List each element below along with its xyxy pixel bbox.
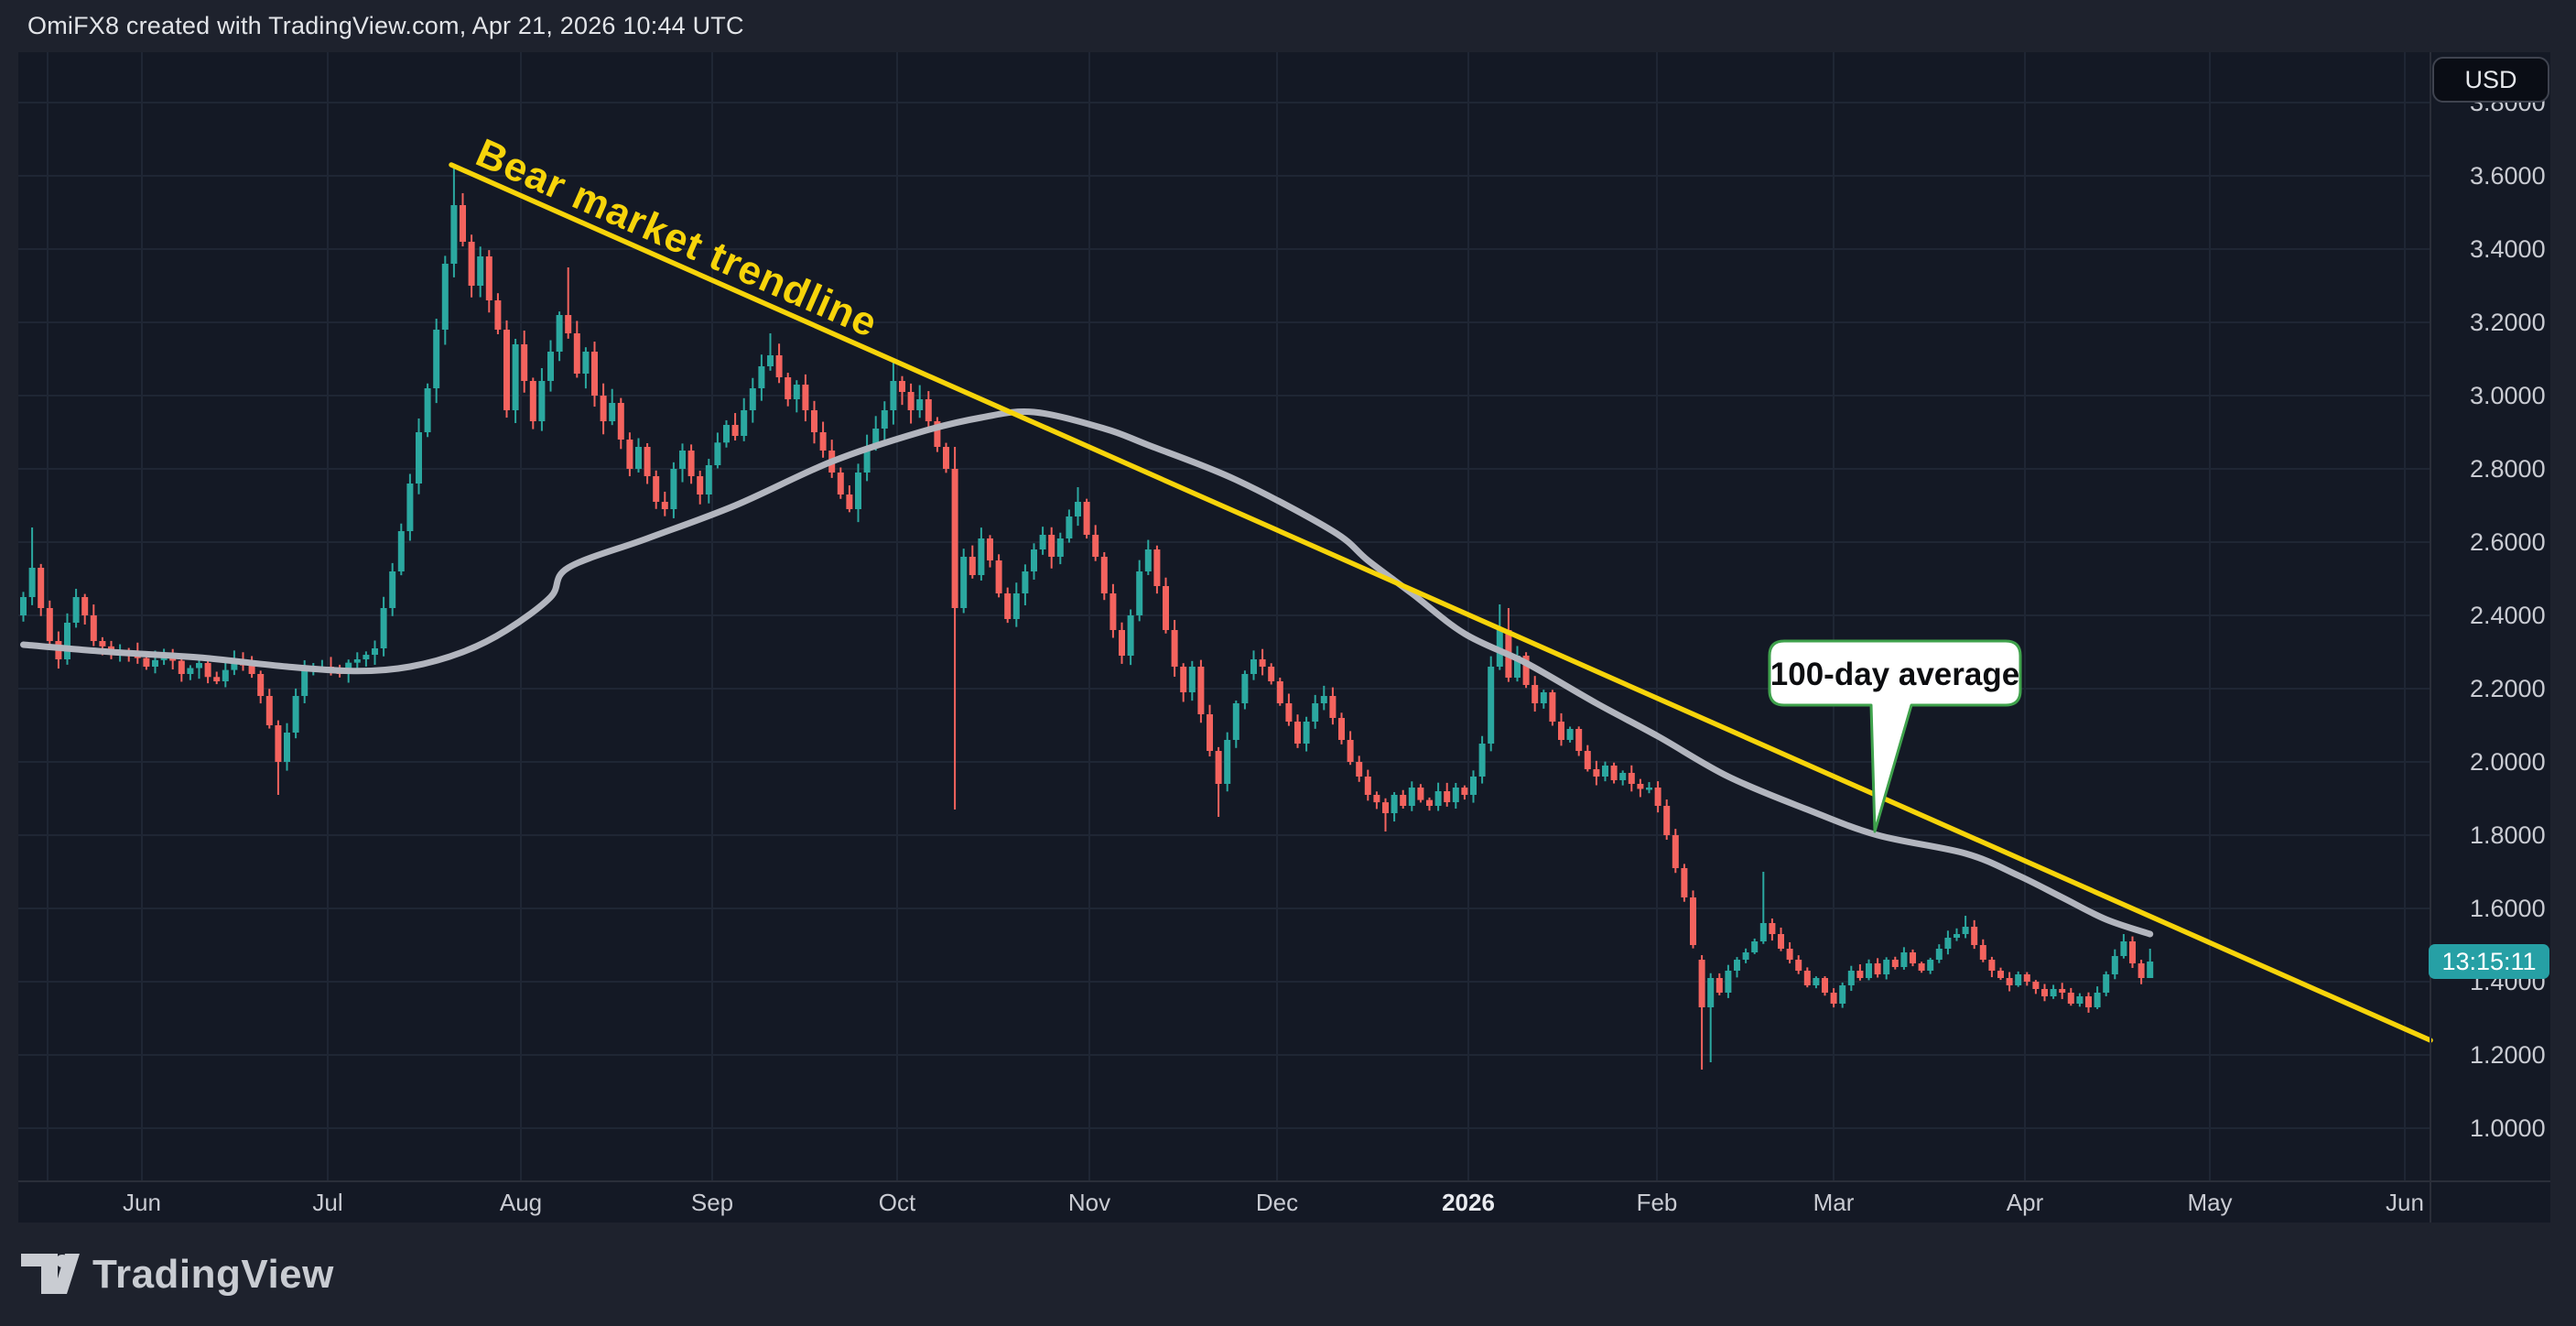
svg-text:1.6000: 1.6000: [2470, 895, 2546, 922]
ma-callout[interactable]: 100-day average: [1768, 639, 2022, 833]
svg-text:Nov: Nov: [1068, 1189, 1110, 1216]
svg-text:3.4000: 3.4000: [2470, 235, 2546, 263]
candlestick-series[interactable]: [20, 165, 2154, 1070]
countdown-label: 13:15:11: [2429, 944, 2549, 979]
svg-text:1.8000: 1.8000: [2470, 821, 2546, 849]
footer-bar: TradingView: [0, 1223, 2576, 1326]
price-axis[interactable]: 1.00001.20001.40001.60001.80002.00002.20…: [2470, 89, 2546, 1142]
svg-text:2.4000: 2.4000: [2470, 602, 2546, 629]
svg-text:3.0000: 3.0000: [2470, 382, 2546, 409]
svg-text:3.6000: 3.6000: [2470, 162, 2546, 190]
tradingview-brand-text[interactable]: TradingView: [92, 1251, 334, 1297]
header-bar: OmiFX8 created with TradingView.com, Apr…: [0, 0, 2576, 52]
svg-text:Feb: Feb: [1637, 1189, 1678, 1216]
callout-bubble: [1768, 639, 2022, 833]
svg-text:2.0000: 2.0000: [2470, 748, 2546, 776]
grid-lines: [18, 52, 2430, 1181]
svg-text:Dec: Dec: [1256, 1189, 1298, 1216]
countdown-text: 13:15:11: [2441, 948, 2536, 975]
tradingview-logo-icon[interactable]: [21, 1253, 80, 1296]
svg-text:Aug: Aug: [500, 1189, 542, 1216]
svg-text:May: May: [2187, 1189, 2232, 1216]
svg-text:3.2000: 3.2000: [2470, 309, 2546, 336]
ma-100-line: [20, 408, 2154, 938]
svg-text:Sep: Sep: [691, 1189, 733, 1216]
callout-text: 100-day average: [1770, 657, 2019, 692]
svg-text:Mar: Mar: [1813, 1189, 1855, 1216]
svg-text:1.2000: 1.2000: [2470, 1041, 2546, 1069]
attribution-text: OmiFX8 created with TradingView.com, Apr…: [27, 12, 744, 39]
currency-button[interactable]: USD: [2432, 57, 2549, 103]
svg-text:Jul: Jul: [312, 1189, 342, 1216]
svg-text:2.8000: 2.8000: [2470, 455, 2546, 483]
svg-text:2.6000: 2.6000: [2470, 528, 2546, 556]
axis-borders: [18, 52, 2550, 1223]
bear-trendline[interactable]: [449, 162, 2433, 1043]
svg-text:2026: 2026: [1442, 1189, 1495, 1216]
svg-text:Jun: Jun: [123, 1189, 161, 1216]
svg-text:Oct: Oct: [879, 1189, 916, 1216]
svg-text:2.2000: 2.2000: [2470, 675, 2546, 702]
svg-text:Jun: Jun: [2386, 1189, 2424, 1216]
svg-text:1.0000: 1.0000: [2470, 1114, 2546, 1142]
svg-text:Apr: Apr: [2007, 1189, 2044, 1216]
pane-background: [18, 52, 2550, 1223]
time-axis[interactable]: Jun Jul Aug Sep Oct Nov Dec 2026 Feb Mar Apr May Jun: [123, 1189, 2424, 1216]
